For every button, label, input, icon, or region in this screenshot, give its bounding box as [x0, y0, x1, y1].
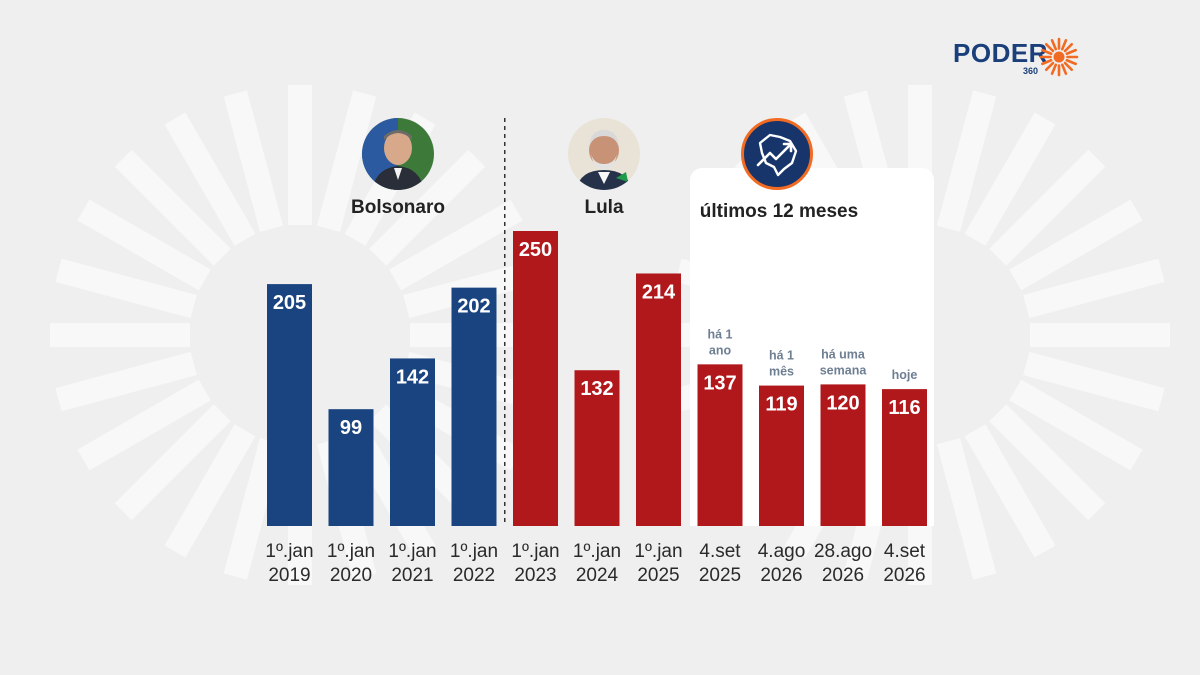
bar-value-label: 99: [340, 417, 362, 439]
x-tick-label: 4.ago: [758, 541, 806, 562]
bar-annotation: há 1: [769, 349, 794, 363]
bar-value-label: 214: [642, 281, 676, 303]
bar-value-label: 205: [273, 292, 306, 314]
logo-subtext: 360: [1023, 66, 1039, 76]
period-label-bolsonaro: Bolsonaro: [351, 197, 445, 218]
x-tick-label: 2019: [268, 565, 310, 586]
bar-annotation: semana: [820, 363, 868, 377]
x-tick-label: 1º.jan: [388, 541, 436, 562]
x-tick-label: 1º.jan: [511, 541, 559, 562]
x-tick-label: 2023: [514, 565, 556, 586]
x-tick-label: 4.set: [884, 541, 926, 562]
bar-value-label: 137: [703, 372, 736, 394]
bar-value-label: 119: [765, 394, 797, 416]
x-tick-label: 2024: [576, 565, 619, 586]
logo-wordmark: PODER: [953, 38, 1048, 68]
x-tick-label: 2025: [699, 565, 741, 586]
x-tick-label: 1º.jan: [573, 541, 621, 562]
x-tick-label: 1º.jan: [634, 541, 682, 562]
x-tick-label: 1º.jan: [265, 541, 313, 562]
x-tick-label: 2026: [883, 565, 925, 586]
bar: [882, 389, 927, 526]
bar-value-label: 250: [519, 239, 552, 261]
period-label-lula: Lula: [584, 197, 624, 218]
period-label-last-12-months: últimos 12 meses: [699, 201, 859, 222]
bar: [697, 364, 743, 526]
poder360-logo: PODER 360: [953, 36, 1083, 80]
lula-portrait-icon: [568, 118, 640, 190]
bar-annotation: mês: [769, 365, 794, 379]
bar: [451, 287, 497, 526]
bar-annotation: ano: [709, 343, 732, 357]
x-tick-label: 4.set: [699, 541, 741, 562]
x-tick-label: 2020: [330, 565, 372, 586]
bar-annotation: há uma: [821, 347, 866, 361]
x-tick-label: 2021: [391, 565, 433, 586]
x-tick-label: 1º.jan: [327, 541, 375, 562]
bar: [513, 231, 558, 526]
bar-value-label: 142: [396, 366, 429, 388]
brazil-map-trend-icon: [741, 118, 813, 190]
bar-annotation: há 1: [707, 327, 732, 341]
x-tick-label: 2026: [822, 565, 864, 586]
bar: [267, 284, 312, 526]
bar: [820, 384, 866, 526]
bar: [328, 409, 374, 526]
bar: [636, 273, 681, 526]
bar-value-label: 202: [457, 296, 490, 318]
x-tick-label: 2025: [637, 565, 679, 586]
bar-value-label: 116: [888, 397, 920, 419]
sun-burst-icon: [1039, 37, 1079, 77]
x-tick-label: 1º.jan: [450, 541, 498, 562]
bar-annotation: hoje: [892, 368, 918, 382]
bar-value-label: 132: [580, 378, 613, 400]
bar: [390, 358, 435, 526]
bar-value-label: 120: [826, 392, 859, 414]
bar: [759, 385, 804, 526]
x-tick-label: 2026: [760, 565, 802, 586]
bar: [574, 370, 620, 526]
x-tick-label: 2022: [453, 565, 495, 586]
bolsonaro-portrait-icon: [362, 118, 434, 190]
x-tick-label: 28.ago: [814, 541, 872, 562]
